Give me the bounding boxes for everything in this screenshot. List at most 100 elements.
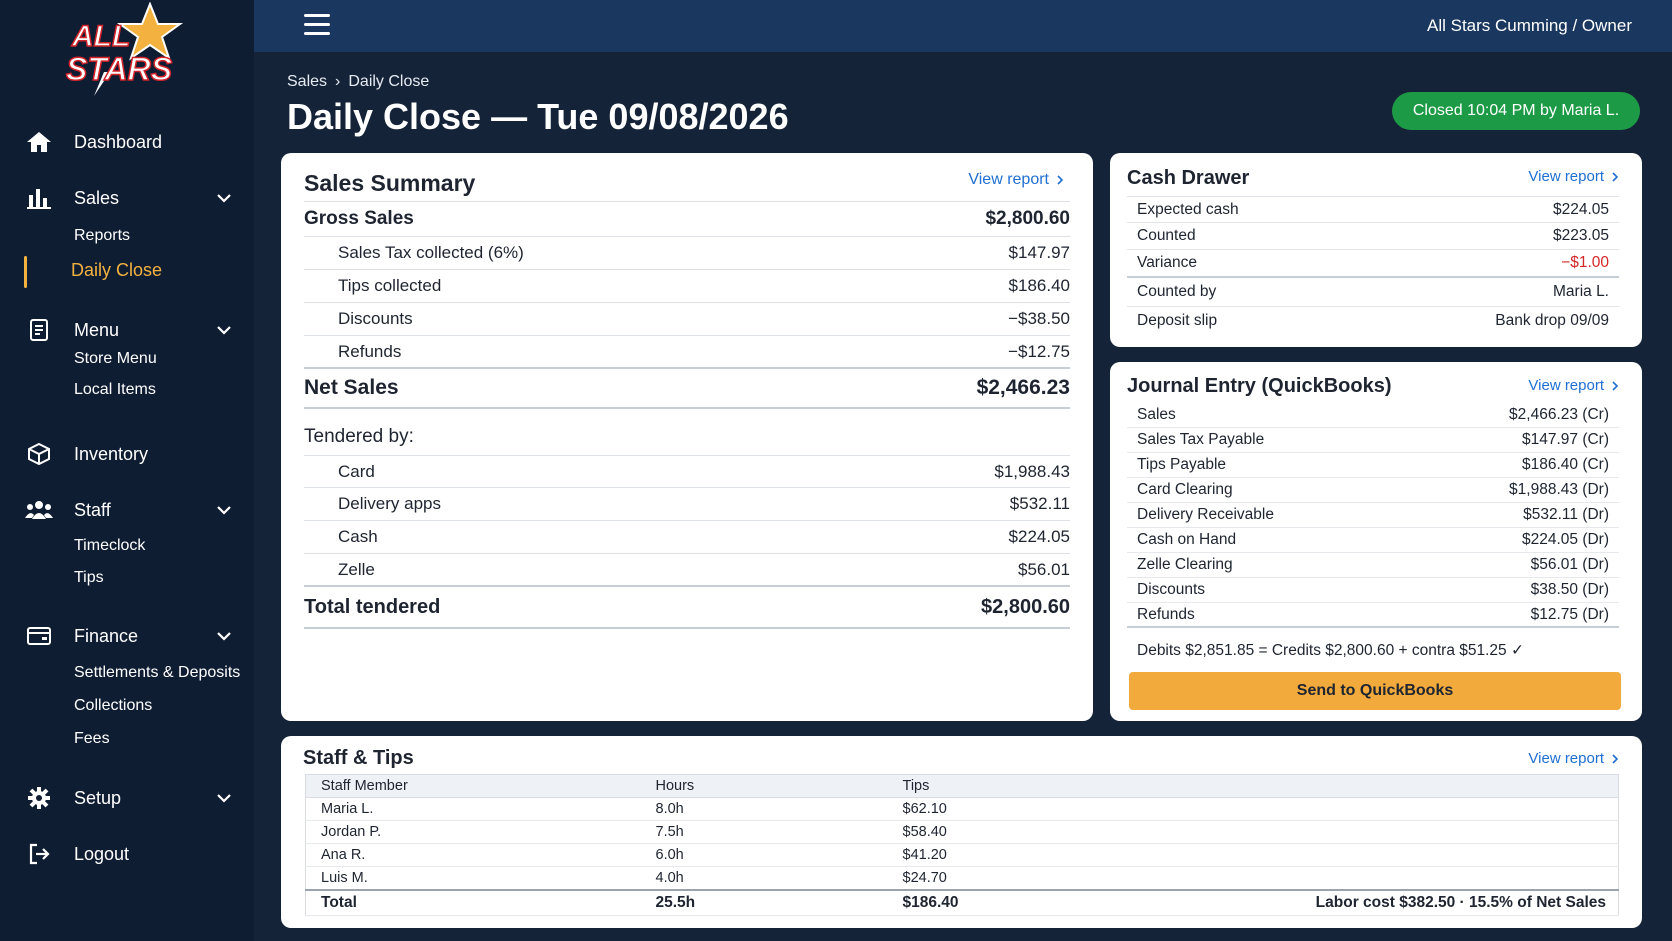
- cell: Maria L.: [305, 797, 641, 821]
- table-row[interactable]: Luis M. 4.0h $24.70: [305, 866, 1619, 890]
- svg-text:STARS: STARS: [66, 51, 173, 87]
- card-title: Journal Entry (QuickBooks): [1127, 375, 1392, 397]
- chevron-down-icon[interactable]: [214, 188, 234, 208]
- column-header[interactable]: Staff Member: [305, 774, 641, 798]
- cell: Total: [305, 888, 641, 916]
- chevron-down-icon[interactable]: [214, 626, 234, 646]
- journal-row: Discounts $38.50 (Dr): [1127, 578, 1619, 603]
- home-icon: [24, 127, 54, 157]
- row-value: $224.05 (Dr): [1521, 531, 1609, 548]
- chevron-down-icon[interactable]: [214, 320, 234, 340]
- row-label: Delivery apps: [338, 494, 441, 513]
- svg-text:ALL: ALL: [71, 20, 130, 53]
- row-value: $2,800.60: [985, 208, 1070, 229]
- tender-line: Zelle $56.01: [304, 554, 1070, 587]
- cash-row: Deposit slip Bank drop 09/09: [1127, 307, 1619, 334]
- active-indicator: [24, 256, 27, 288]
- nav-sub-settlements[interactable]: Settlements & Deposits: [74, 664, 241, 681]
- nav-sub-local-items[interactable]: Local Items: [74, 381, 156, 398]
- row-label: Tips collected: [338, 276, 442, 295]
- chevron-down-icon[interactable]: [214, 788, 234, 808]
- nav-menu[interactable]: Menu: [24, 312, 244, 348]
- view-report-label: View report: [1528, 377, 1604, 394]
- column-header[interactable]: Tips: [887, 774, 1258, 798]
- row-label: Sales Tax collected (6%): [338, 243, 524, 262]
- page-title: Daily Close — Tue 09/08/2026: [287, 96, 789, 137]
- column-header-empty: [1257, 774, 1619, 798]
- org-user-label[interactable]: All Stars Cumming / Owner: [1427, 16, 1632, 35]
- view-report-link[interactable]: View report: [1528, 168, 1620, 185]
- summary-line: Tips collected $186.40: [304, 270, 1070, 303]
- nav-label: Setup: [74, 787, 122, 808]
- nav-label: Inventory: [74, 443, 149, 464]
- row-value: $147.97: [1008, 243, 1070, 262]
- nav-sub-collections[interactable]: Collections: [74, 697, 153, 714]
- cash-row: Counted $223.05: [1127, 223, 1619, 250]
- row-label: Expected cash: [1137, 200, 1239, 218]
- journal-row: Card Clearing $1,988.43 (Dr): [1127, 478, 1619, 503]
- nav-sub-reports[interactable]: Reports: [74, 227, 131, 244]
- nav-sub-tips[interactable]: Tips: [74, 569, 104, 586]
- row-label: Refunds: [338, 341, 402, 361]
- row-label: Deposit slip: [1137, 311, 1218, 329]
- nav-sales[interactable]: Sales: [24, 180, 244, 216]
- nav-sub-daily-close[interactable]: Daily Close: [71, 260, 163, 280]
- row-label: Discounts: [338, 309, 413, 328]
- staff-tips-card: Staff & Tips View report Staff Member Ho…: [281, 736, 1642, 928]
- row-value: $532.11 (Dr): [1523, 506, 1609, 523]
- row-label: Zelle: [338, 559, 375, 579]
- journal-row: Sales $2,466.23 (Cr): [1127, 403, 1619, 428]
- gross-sales-row: Gross Sales $2,800.60: [304, 201, 1070, 237]
- nav-sub-timeclock[interactable]: Timeclock: [74, 537, 146, 554]
- row-label: Counted by: [1137, 283, 1217, 300]
- row-label: Zelle Clearing: [1137, 556, 1233, 573]
- nav-finance[interactable]: Finance: [24, 618, 244, 654]
- view-report-link[interactable]: View report: [968, 171, 1065, 189]
- table-row[interactable]: Ana R. 6.0h $41.20: [305, 843, 1619, 867]
- row-label: Card Clearing: [1137, 481, 1233, 498]
- breadcrumb-sales[interactable]: Sales: [287, 73, 328, 90]
- send-to-quickbooks-button[interactable]: Send to QuickBooks: [1129, 672, 1621, 710]
- table-header: Staff Member Hours Tips: [305, 774, 1619, 798]
- nav-label: Staff: [74, 499, 111, 520]
- nav-label: Logout: [74, 843, 130, 864]
- chevron-right-icon: [1612, 171, 1619, 182]
- cell: $58.40: [887, 820, 1258, 844]
- menu-book-icon: [24, 315, 54, 345]
- nav-logout[interactable]: Logout: [24, 836, 244, 872]
- view-report-label: View report: [1528, 168, 1604, 185]
- hamburger-menu-icon[interactable]: [304, 14, 330, 38]
- nav-setup[interactable]: Setup: [24, 780, 244, 816]
- row-label: Tips Payable: [1137, 456, 1227, 473]
- journal-entry-card: Journal Entry (QuickBooks) View report S…: [1110, 362, 1642, 721]
- row-value: $147.97 (Cr): [1521, 431, 1609, 448]
- tender-line: Cash $224.05: [304, 521, 1070, 554]
- view-report-link[interactable]: View report: [1528, 377, 1620, 394]
- all-stars-logo[interactable]: ALL STARS: [64, 2, 194, 106]
- row-value: Bank drop 09/09: [1495, 311, 1609, 329]
- cell-empty: [1257, 820, 1619, 844]
- row-value: $532.11: [1009, 494, 1070, 513]
- cell: $24.70: [887, 866, 1258, 890]
- nav-sub-fees[interactable]: Fees: [74, 730, 110, 747]
- nav-inventory[interactable]: Inventory: [24, 436, 244, 472]
- logout-icon: [24, 839, 54, 869]
- table-row[interactable]: Maria L. 8.0h $62.10: [305, 797, 1619, 821]
- nav-staff[interactable]: Staff: [24, 492, 244, 528]
- column-header[interactable]: Hours: [640, 774, 888, 798]
- view-report-link[interactable]: View report: [1528, 750, 1620, 767]
- top-bar: All Stars Cumming / Owner: [254, 0, 1672, 52]
- staff-tips-table: Staff Member Hours Tips Maria L. 8.0h $6…: [305, 774, 1619, 916]
- row-label: Sales: [1137, 406, 1176, 423]
- wallet-icon: [24, 621, 54, 651]
- tender-line: Delivery apps $532.11: [304, 488, 1070, 521]
- nav-sub-store-menu[interactable]: Store Menu: [74, 350, 157, 367]
- chevron-down-icon[interactable]: [214, 500, 234, 520]
- table-row[interactable]: Jordan P. 7.5h $58.40: [305, 820, 1619, 844]
- nav-dashboard[interactable]: Dashboard: [24, 124, 244, 160]
- tendered-by-heading: Tendered by:: [304, 419, 1070, 455]
- breadcrumb: Sales › Daily Close: [287, 73, 429, 91]
- view-report-label: View report: [1528, 750, 1604, 767]
- cell: 8.0h: [640, 797, 888, 821]
- cash-row: Expected cash $224.05: [1127, 196, 1619, 223]
